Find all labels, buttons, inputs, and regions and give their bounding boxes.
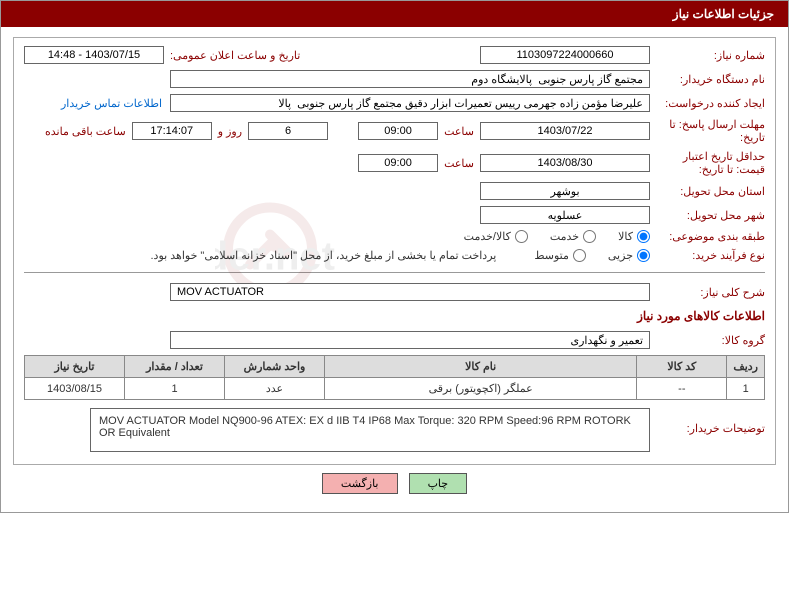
row-need-number: شماره نیاز: تاریخ و ساعت اعلان عمومی:	[24, 46, 765, 64]
field-delivery-city[interactable]	[480, 206, 650, 224]
row-purchase-type: نوع فرآیند خرید: جزیی متوسط پرداخت تمام …	[24, 249, 765, 262]
cell-code: --	[637, 378, 727, 400]
link-buyer-contact[interactable]: اطلاعات تماس خریدار	[61, 97, 162, 110]
button-bar: چاپ بازگشت	[13, 465, 776, 502]
radio-medium-label: متوسط	[534, 249, 569, 262]
label-time-2: ساعت	[438, 157, 480, 170]
row-goods-group: گروه کالا:	[24, 331, 765, 349]
label-category: طبقه بندی موضوعی:	[650, 230, 765, 243]
field-price-validity-date[interactable]	[480, 154, 650, 172]
field-remaining-days[interactable]	[248, 122, 328, 140]
radio-partial-label: جزیی	[608, 249, 633, 262]
label-hours-remaining: ساعت باقی مانده	[39, 125, 132, 138]
row-delivery-city: شهر محل تحویل:	[24, 206, 765, 224]
field-delivery-province[interactable]	[480, 182, 650, 200]
label-general-desc: شرح کلی نیاز:	[650, 286, 765, 299]
row-general-desc: شرح کلی نیاز:	[24, 283, 765, 301]
radio-goods[interactable]: کالا	[618, 230, 650, 243]
th-qty: تعداد / مقدار	[125, 356, 225, 378]
field-response-time[interactable]	[358, 122, 438, 140]
main-container: جزئیات اطلاعات نیاز AriaTender.net شماره…	[0, 0, 789, 513]
th-date: تاریخ نیاز	[25, 356, 125, 378]
content-area: AriaTender.net شماره نیاز: تاریخ و ساعت …	[1, 27, 788, 512]
label-need-number: شماره نیاز:	[650, 49, 765, 62]
purchase-radio-group: جزیی متوسط	[516, 249, 650, 262]
label-delivery-province: استان محل تحویل:	[650, 185, 765, 198]
label-goods-group: گروه کالا:	[650, 334, 765, 347]
field-buyer-name[interactable]	[170, 70, 650, 88]
label-response-deadline: مهلت ارسال پاسخ: تا تاریخ:	[650, 118, 765, 144]
cell-name: عملگر (اکچویتور) برقی	[325, 378, 637, 400]
th-row: ردیف	[727, 356, 765, 378]
radio-goods-service[interactable]: کالا/خدمت	[464, 230, 528, 243]
radio-service[interactable]: خدمت	[550, 230, 596, 243]
back-button[interactable]: بازگشت	[322, 473, 398, 494]
label-delivery-city: شهر محل تحویل:	[650, 209, 765, 222]
row-response-deadline: مهلت ارسال پاسخ: تا تاریخ: ساعت روز و سا…	[24, 118, 765, 144]
row-buyer-name: نام دستگاه خریدار:	[24, 70, 765, 88]
row-buyer-notes: توضیحات خریدار: MOV ACTUATOR Model NQ900…	[24, 408, 765, 452]
cell-row: 1	[727, 378, 765, 400]
cell-unit: عدد	[225, 378, 325, 400]
field-remaining-time[interactable]	[132, 122, 212, 140]
goods-table: ردیف کد کالا نام کالا واحد شمارش تعداد /…	[24, 355, 765, 400]
separator-1	[24, 272, 765, 273]
radio-partial[interactable]: جزیی	[608, 249, 650, 262]
form-panel: AriaTender.net شماره نیاز: تاریخ و ساعت …	[13, 37, 776, 465]
row-delivery-province: استان محل تحویل:	[24, 182, 765, 200]
field-response-date[interactable]	[480, 122, 650, 140]
radio-service-input[interactable]	[583, 230, 596, 243]
field-buyer-notes: MOV ACTUATOR Model NQ900-96 ATEX: EX d I…	[90, 408, 650, 452]
field-goods-group[interactable]	[170, 331, 650, 349]
radio-goods-label: کالا	[618, 230, 633, 243]
th-code: کد کالا	[637, 356, 727, 378]
radio-partial-input[interactable]	[637, 249, 650, 262]
print-button[interactable]: چاپ	[409, 473, 468, 494]
label-purchase-type: نوع فرآیند خرید:	[650, 249, 765, 262]
label-request-creator: ایجاد کننده درخواست:	[650, 97, 765, 110]
page-header: جزئیات اطلاعات نیاز	[1, 1, 788, 27]
purchase-note: پرداخت تمام یا بخشی از مبلغ خرید، از محل…	[151, 249, 497, 262]
th-name: نام کالا	[325, 356, 637, 378]
label-buyer-notes: توضیحات خریدار:	[650, 408, 765, 435]
row-price-validity: حداقل تاریخ اعتبار قیمت: تا تاریخ: ساعت	[24, 150, 765, 176]
category-radio-group: کالا خدمت کالا/خدمت	[446, 230, 650, 243]
label-days-and: روز و	[212, 125, 248, 138]
radio-goods-input[interactable]	[637, 230, 650, 243]
label-announce-datetime: تاریخ و ساعت اعلان عمومی:	[164, 49, 306, 62]
field-announce-datetime[interactable]	[24, 46, 164, 64]
label-buyer-name: نام دستگاه خریدار:	[650, 73, 765, 86]
page-title: جزئیات اطلاعات نیاز	[673, 7, 774, 21]
th-unit: واحد شمارش	[225, 356, 325, 378]
field-price-validity-time[interactable]	[358, 154, 438, 172]
field-request-creator[interactable]	[170, 94, 650, 112]
cell-qty: 1	[125, 378, 225, 400]
radio-medium-input[interactable]	[573, 249, 586, 262]
cell-date: 1403/08/15	[25, 378, 125, 400]
label-time-1: ساعت	[438, 125, 480, 138]
field-need-number[interactable]	[480, 46, 650, 64]
row-category: طبقه بندی موضوعی: کالا خدمت کالا/خدمت	[24, 230, 765, 243]
radio-service-label: خدمت	[550, 230, 579, 243]
radio-goods-service-input[interactable]	[515, 230, 528, 243]
table-row: 1 -- عملگر (اکچویتور) برقی عدد 1 1403/08…	[25, 378, 765, 400]
row-request-creator: ایجاد کننده درخواست: اطلاعات تماس خریدار	[24, 94, 765, 112]
goods-info-title: اطلاعات کالاهای مورد نیاز	[24, 309, 765, 323]
label-price-validity: حداقل تاریخ اعتبار قیمت: تا تاریخ:	[650, 150, 765, 176]
table-header-row: ردیف کد کالا نام کالا واحد شمارش تعداد /…	[25, 356, 765, 378]
radio-goods-service-label: کالا/خدمت	[464, 230, 511, 243]
radio-medium[interactable]: متوسط	[534, 249, 586, 262]
field-general-desc[interactable]	[170, 283, 650, 301]
